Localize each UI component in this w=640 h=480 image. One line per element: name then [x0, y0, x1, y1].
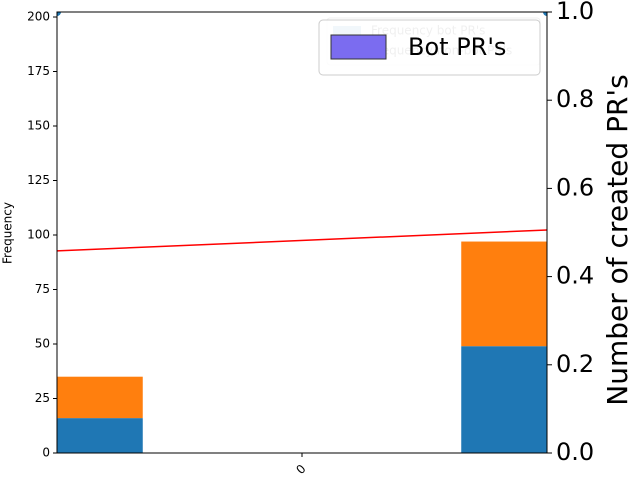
- legend-label: Bot PR's: [408, 33, 506, 61]
- scatter-point: [543, 12, 547, 16]
- bar: [57, 376, 143, 419]
- y-tick-label: 50: [35, 337, 50, 351]
- y-tick-label: 200: [27, 10, 50, 24]
- plot-area: [57, 12, 547, 453]
- y-tick-label: 150: [27, 119, 50, 133]
- y2-tick-label: 0.6: [556, 173, 594, 201]
- y2-tick-label: 1.0: [556, 0, 594, 25]
- bar: [57, 418, 143, 453]
- legend-box: [318, 19, 541, 76]
- bar: [461, 346, 547, 453]
- y-tick-label: 25: [35, 391, 50, 405]
- y2-tick-label: 0.2: [556, 350, 594, 378]
- y-tick-label: 100: [27, 228, 50, 242]
- trend-line: [57, 229, 547, 252]
- y2-axis-label: Number of created PR's: [601, 74, 634, 405]
- bar: [461, 241, 547, 347]
- y-tick-label: 75: [35, 282, 50, 296]
- y-tick-label: 125: [27, 173, 50, 187]
- y-tick-label: 0: [42, 446, 50, 460]
- legend: Bot PR's: [318, 19, 541, 76]
- y2-tick-label: 0.0: [556, 438, 594, 466]
- y-axis-label: Frequency: [1, 202, 15, 264]
- legend-patch: [330, 34, 387, 60]
- scatter-point: [57, 12, 61, 16]
- y-tick-label: 175: [27, 64, 50, 78]
- x-tick-label: 0: [293, 462, 308, 477]
- y2-tick-label: 0.4: [556, 262, 594, 290]
- y2-tick-label: 0.8: [556, 85, 594, 113]
